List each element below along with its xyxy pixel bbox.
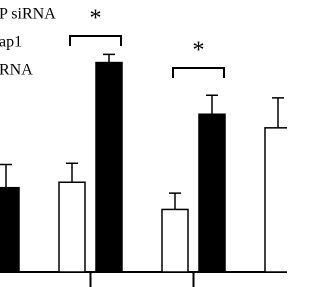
bar [95,61,123,273]
significance-bracket [172,67,225,78]
error-bar [272,97,284,128]
error-bar [0,163,12,188]
error-bar [103,53,115,63]
error-bar [206,94,218,115]
legend-label: P siRNA [0,6,56,23]
bar [161,208,189,273]
error-bar [66,162,78,183]
bar [198,113,226,273]
legend-label: RNA [0,62,33,79]
chart: P siRNA ap1 RNA * * [0,6,287,287]
bar [58,181,86,273]
error-bar [169,192,181,210]
bar [264,127,287,273]
bar [0,186,20,273]
significance-label: * [90,6,102,32]
significance-bracket [69,35,122,46]
legend-label: ap1 [0,34,22,51]
significance-label: * [193,38,205,64]
